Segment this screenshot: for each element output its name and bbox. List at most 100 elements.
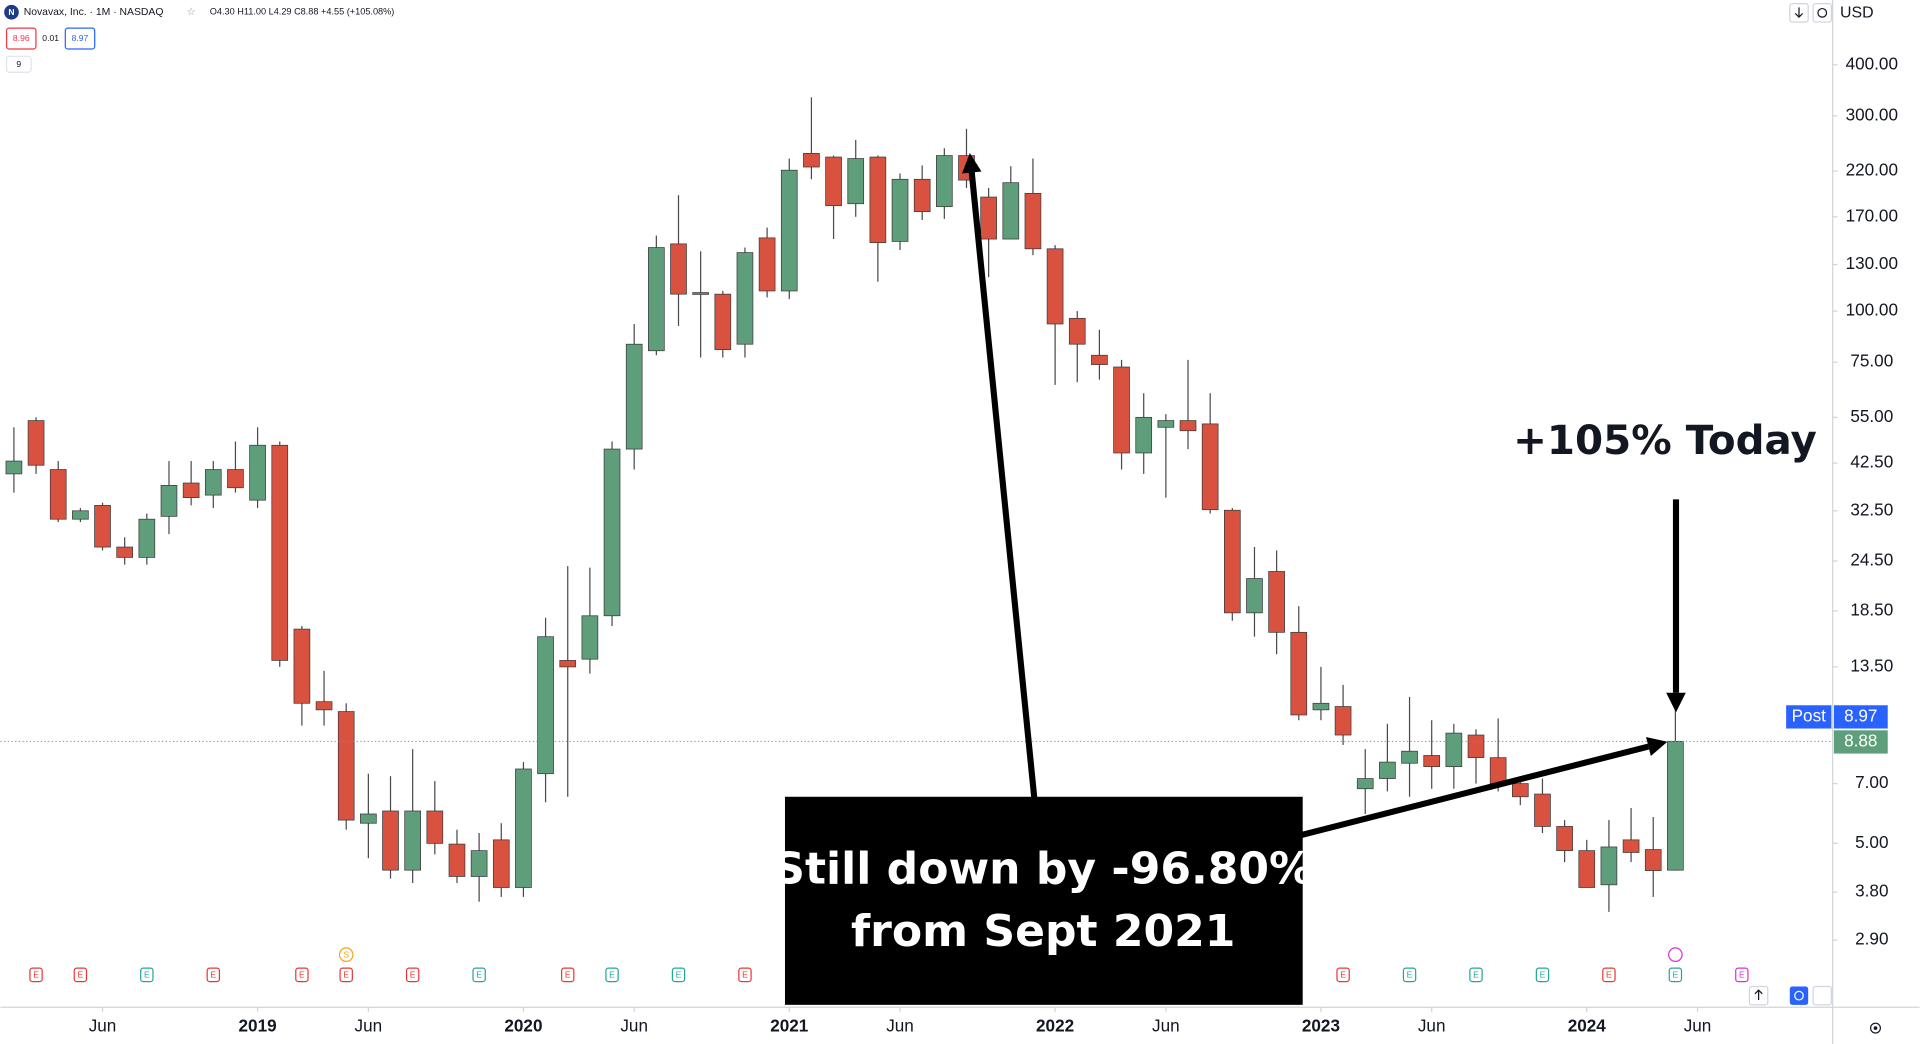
logo-text: N	[8, 7, 14, 17]
candle-body	[293, 628, 311, 704]
earnings-marker-label: E	[1540, 970, 1546, 980]
split-marker	[338, 947, 354, 962]
y-tick-label: 130.00	[1846, 253, 1898, 273]
x-tick-label: 2021	[770, 1015, 809, 1035]
y-tick-label: 18.50	[1850, 599, 1893, 619]
refresh-icon	[1817, 7, 1828, 18]
candle-body	[1091, 354, 1108, 365]
y-tick-label: 220.00	[1846, 160, 1898, 180]
x-tick-label: Jun	[1418, 1015, 1446, 1035]
earnings-marker-label: E	[210, 970, 216, 980]
news-marker	[1668, 947, 1683, 962]
candle-body	[249, 444, 266, 501]
candle-body	[515, 768, 532, 888]
candle-body	[758, 237, 776, 292]
last-price-box	[1833, 730, 1888, 754]
post-price: 8.97	[1844, 705, 1877, 725]
earnings-marker-label: E	[1606, 970, 1612, 980]
candle-body	[1489, 757, 1507, 784]
chart-settings-icon[interactable]	[1869, 1022, 1881, 1034]
candle-body	[271, 444, 289, 661]
scroll-up-icon	[1754, 989, 1763, 1000]
indicators-box[interactable]	[5, 55, 32, 73]
arrow-head	[1666, 692, 1686, 713]
y-tick-label: 7.00	[1855, 772, 1888, 792]
earnings-marker-label: E	[1739, 970, 1745, 980]
earnings-marker-label: E	[299, 970, 305, 980]
y-tick-label: 32.50	[1850, 499, 1893, 519]
arrow-head	[1646, 737, 1668, 757]
candle-body	[1268, 571, 1285, 633]
earnings-marker	[29, 967, 43, 983]
candle-body	[116, 546, 134, 558]
candle-body	[1644, 849, 1662, 871]
ask-box[interactable]	[64, 27, 96, 50]
candle-body	[1046, 248, 1064, 325]
x-tick-label: 2023	[1302, 1015, 1340, 1035]
earnings-marker-label: E	[78, 970, 84, 980]
annotation-box-line: Still down by -96.80%	[773, 843, 1313, 894]
candle-body	[72, 510, 89, 520]
bid-box[interactable]	[5, 27, 37, 50]
arrow-shaft	[968, 172, 1038, 802]
candle-body	[182, 482, 200, 498]
candle-body	[227, 469, 244, 489]
candle-body	[847, 158, 865, 205]
candle-body	[1135, 416, 1153, 454]
earnings-marker-label: E	[1673, 970, 1679, 980]
download-icon	[1794, 7, 1804, 19]
candle-body	[5, 460, 23, 475]
earnings-marker-label: E	[676, 970, 682, 980]
earnings-marker	[1535, 967, 1550, 983]
y-tick-label: 42.50	[1850, 452, 1893, 472]
settings-icon	[1794, 990, 1804, 1001]
earnings-marker	[1735, 967, 1749, 983]
last-price: 8.88	[1844, 730, 1877, 750]
candle-body	[936, 155, 953, 208]
earnings-marker	[405, 967, 420, 983]
candle-body	[1246, 578, 1263, 614]
candle-body	[714, 293, 732, 351]
candle-body	[648, 247, 665, 352]
candle-body	[94, 505, 111, 548]
earnings-marker	[561, 967, 575, 983]
split-marker-label: S	[343, 950, 349, 960]
chart-settings-dot	[1873, 1026, 1878, 1030]
x-tick-label: Jun	[886, 1015, 914, 1035]
candle-body	[337, 711, 355, 821]
x-tick-label: 2022	[1036, 1015, 1074, 1035]
candle-body	[315, 701, 333, 711]
settings-button[interactable]	[1789, 986, 1809, 1005]
earnings-marker	[73, 967, 88, 983]
candle-body	[736, 252, 754, 345]
earnings-marker	[738, 967, 752, 983]
candle-body	[625, 343, 643, 450]
plot-area	[5, 97, 1684, 912]
ask: 8.97	[72, 33, 89, 43]
earnings-marker	[206, 967, 221, 983]
arrow-head	[961, 152, 982, 174]
y-tick-label: 300.00	[1846, 104, 1898, 124]
refresh-button[interactable]	[1812, 3, 1833, 23]
y-tick-label: 170.00	[1846, 205, 1898, 225]
earnings-marker-label: E	[1473, 970, 1479, 980]
candle-body	[1511, 783, 1529, 798]
y-tick-label: 3.80	[1855, 881, 1888, 901]
candle-body	[1556, 826, 1573, 851]
symbol-title[interactable]: Novavax, Inc. · 1M · NASDAQ	[24, 7, 164, 18]
earnings-marker	[140, 967, 154, 983]
candle-body	[1467, 734, 1485, 759]
currency[interactable]: USD	[1840, 5, 1874, 22]
y-tick-label: 55.00	[1850, 406, 1893, 426]
earnings-marker	[605, 967, 619, 983]
candle-body	[1401, 750, 1418, 764]
candle-body	[537, 636, 554, 775]
candle-body	[1534, 793, 1551, 827]
auto-scale-button[interactable]	[1812, 985, 1833, 1006]
star-icon[interactable]: ☆	[186, 7, 195, 18]
candle-body	[1113, 366, 1130, 454]
y-tick-label: 5.00	[1855, 832, 1888, 852]
earnings-marker	[472, 967, 486, 983]
